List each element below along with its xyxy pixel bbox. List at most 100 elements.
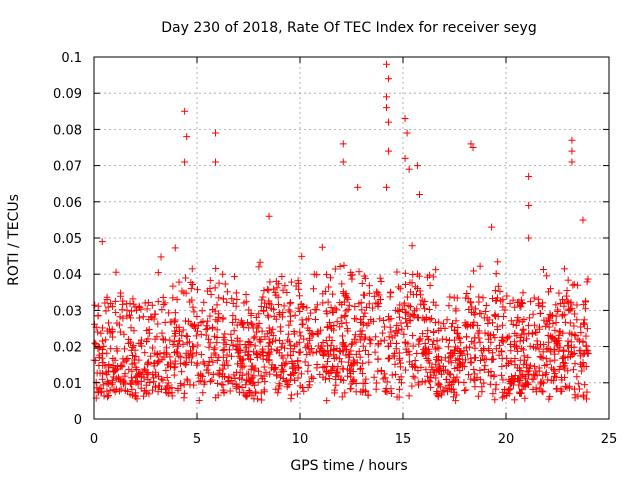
data-point: [226, 387, 234, 395]
data-point: [171, 309, 179, 317]
data-point: [100, 342, 108, 350]
data-point: [469, 144, 477, 151]
data-point: [182, 361, 190, 369]
data-point: [574, 335, 582, 343]
data-point: [277, 327, 285, 335]
data-point: [466, 283, 474, 291]
data-point: [385, 355, 393, 363]
data-point: [392, 327, 400, 335]
y-tick-label: 0.05: [53, 232, 82, 247]
data-point: [564, 337, 572, 345]
data-point: [477, 356, 485, 364]
data-point: [531, 328, 539, 336]
data-point: [311, 306, 319, 314]
data-point: [337, 376, 345, 384]
data-point: [421, 340, 429, 348]
data-point: [212, 158, 220, 166]
data-point: [445, 370, 453, 378]
data-point: [385, 333, 393, 341]
data-point: [127, 380, 135, 388]
data-point: [171, 244, 179, 252]
data-point: [308, 330, 316, 338]
data-point: [305, 345, 313, 353]
data-point: [521, 373, 529, 381]
data-point: [396, 359, 404, 367]
data-point: [574, 380, 582, 388]
data-point: [145, 325, 153, 333]
data-point: [375, 300, 383, 308]
data-point: [365, 289, 373, 297]
data-point: [120, 330, 128, 338]
data-point: [487, 372, 495, 380]
data-point: [432, 360, 440, 368]
data-point: [270, 285, 278, 293]
data-point: [492, 345, 500, 353]
data-point: [259, 355, 267, 363]
data-point: [284, 330, 292, 338]
data-point: [489, 319, 497, 327]
data-point: [224, 361, 232, 369]
data-point: [558, 296, 566, 304]
data-point: [452, 397, 460, 405]
data-points: [90, 60, 592, 405]
data-point: [400, 299, 408, 307]
data-point: [339, 365, 347, 373]
data-point: [383, 183, 391, 191]
data-point: [148, 301, 156, 309]
data-point: [435, 362, 443, 370]
data-point: [569, 366, 577, 374]
data-point: [300, 302, 308, 310]
data-point: [539, 299, 547, 307]
data-point: [570, 280, 578, 288]
data-point: [476, 338, 484, 346]
data-point: [265, 356, 273, 364]
data-point: [432, 374, 440, 382]
data-point: [561, 311, 569, 319]
y-tick-label: 0.04: [53, 268, 82, 283]
data-point: [258, 327, 266, 335]
data-point: [516, 389, 524, 397]
data-point: [552, 301, 560, 309]
data-point: [244, 341, 252, 349]
data-point: [117, 289, 125, 297]
data-point: [144, 376, 152, 384]
data-point: [340, 289, 348, 297]
data-point: [346, 365, 354, 373]
data-point: [461, 387, 469, 395]
data-point: [405, 165, 413, 173]
data-point: [192, 332, 200, 340]
data-point: [482, 307, 490, 315]
data-point: [544, 376, 552, 384]
data-point: [539, 388, 547, 396]
data-point: [356, 353, 364, 361]
data-point: [571, 331, 579, 339]
y-axis-label: ROTI / TECUs: [6, 194, 22, 286]
data-point: [178, 287, 186, 295]
data-point: [200, 298, 208, 306]
data-point: [485, 345, 493, 353]
data-point: [347, 373, 355, 381]
data-point: [104, 393, 112, 401]
data-point: [103, 327, 111, 335]
data-point: [508, 376, 516, 384]
data-point: [395, 356, 403, 364]
data-point: [154, 269, 162, 277]
data-point: [513, 375, 521, 383]
data-point: [383, 93, 391, 101]
data-point: [232, 342, 240, 350]
data-point: [537, 380, 545, 388]
data-point: [98, 337, 106, 345]
data-point: [517, 303, 525, 311]
data-point: [105, 363, 113, 371]
data-point: [220, 388, 228, 396]
data-point: [384, 342, 392, 350]
data-point: [372, 385, 380, 393]
data-point: [468, 337, 476, 345]
data-point: [227, 330, 235, 338]
data-point: [462, 294, 470, 302]
data-point: [393, 268, 401, 276]
data-point: [402, 315, 410, 323]
data-point: [164, 379, 172, 387]
data-point: [491, 396, 499, 404]
data-point: [484, 330, 492, 338]
